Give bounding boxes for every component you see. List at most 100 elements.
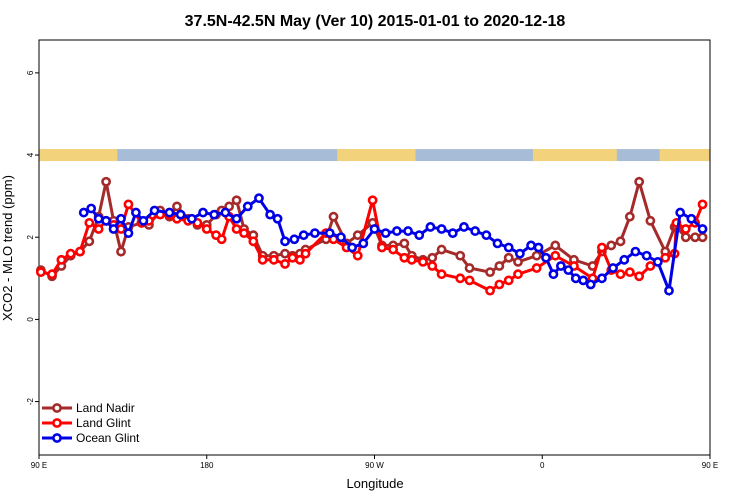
land-glint-point — [464, 275, 475, 286]
land-nadir-point — [494, 261, 505, 271]
ocean-glint-point — [324, 228, 335, 239]
ocean-glint-point — [619, 254, 630, 265]
ocean-glint-point — [403, 226, 413, 236]
ocean-glint-point — [298, 230, 309, 241]
ocean-glint-point — [131, 207, 141, 218]
land-glint-point — [455, 273, 466, 284]
land-glint-point — [248, 236, 259, 247]
land-glint-point — [257, 254, 268, 265]
land-band-segment — [39, 149, 118, 162]
ocean-glint-point — [93, 213, 104, 224]
legend-label-ocean-glint: Ocean Glint — [76, 431, 140, 445]
ocean-glint-point — [149, 205, 160, 216]
land-nadir-point — [436, 244, 447, 255]
land-nadir-point — [606, 240, 617, 251]
land-glint-point — [56, 254, 67, 265]
ocean-glint-point — [309, 228, 320, 239]
x-tick-label: 90 E — [702, 461, 718, 470]
land-nadir-point — [172, 201, 182, 212]
ocean-glint-point — [265, 209, 276, 220]
land-glint-point — [300, 248, 311, 259]
ocean-glint-point — [280, 236, 290, 247]
land-band-segment — [659, 149, 710, 162]
ocean-glint-point — [116, 213, 126, 224]
land-glint-point — [624, 267, 635, 278]
ocean-glint-point — [686, 213, 697, 224]
land-nadir-point — [503, 252, 514, 263]
y-tick-label: 4 — [26, 152, 35, 157]
x-axis-label: Longitude — [346, 476, 403, 491]
ocean-glint-point — [289, 234, 300, 245]
legend-marker-land-glint — [52, 418, 62, 428]
land-glint-point — [65, 248, 76, 259]
land-nadir-point — [513, 256, 523, 267]
land-glint-point — [436, 269, 447, 280]
ocean-glint-point — [570, 273, 581, 284]
land-glint-point — [680, 224, 691, 234]
ocean-glint-point — [533, 242, 544, 253]
land-nadir-point — [464, 263, 475, 273]
ocean-glint-point — [209, 209, 220, 220]
land-nadir-point — [116, 246, 126, 257]
ocean-glint-point — [101, 215, 111, 226]
x-tick-label: 90 E — [31, 461, 47, 470]
land-glint-point — [427, 261, 438, 271]
land-glint-point — [645, 261, 656, 271]
ocean-glint-point — [220, 207, 231, 218]
land-glint-point — [503, 275, 514, 286]
ocean-glint-point — [86, 203, 97, 214]
land-nadir-point — [352, 230, 363, 241]
ocean-glint-point — [336, 232, 346, 243]
land-nadir-point — [485, 267, 495, 278]
land-nadir-point — [455, 250, 466, 261]
ocean-glint-point — [652, 256, 663, 267]
land-glint-point — [367, 195, 378, 206]
land-nadir-point — [231, 195, 242, 206]
land-glint-point — [399, 252, 410, 263]
ocean-glint-point — [380, 228, 391, 239]
land-glint-point — [406, 254, 417, 265]
legend-label-land-glint: Land Glint — [76, 416, 131, 430]
land-glint-point — [239, 228, 249, 239]
land-glint-point — [634, 271, 645, 282]
ocean-glint-point — [414, 230, 425, 241]
land-glint-point — [75, 246, 85, 257]
land-glint-point — [352, 250, 363, 261]
ocean-glint-point — [369, 224, 380, 234]
land-nadir-point — [427, 252, 438, 263]
ocean-glint-point — [175, 209, 186, 220]
land-glint-point — [123, 199, 134, 210]
land-nadir-point — [280, 248, 290, 259]
land-glint-point — [418, 256, 428, 267]
land-glint-point — [216, 234, 227, 245]
land-glint-point — [201, 224, 212, 234]
ocean-glint-point — [585, 279, 596, 290]
land-glint-point — [596, 242, 607, 253]
land-glint-point — [280, 259, 290, 269]
y-tick-label: 6 — [26, 70, 35, 75]
land-glint-point — [377, 242, 387, 253]
y-tick-label: -2 — [26, 397, 35, 405]
ocean-glint-point — [630, 246, 641, 257]
ocean-glint-point — [526, 240, 536, 251]
land-nadir-point — [328, 211, 339, 222]
ocean-glint-point — [108, 224, 119, 234]
ocean-glint-point — [391, 226, 402, 236]
ocean-glint-point — [425, 222, 436, 232]
land-glint-point — [388, 244, 399, 255]
land-glint-point — [295, 254, 305, 265]
land-glint-point — [231, 224, 242, 234]
land-band-segment — [337, 149, 416, 162]
ocean-glint-point — [481, 230, 492, 241]
legend-marker-ocean-glint — [52, 433, 62, 443]
land-glint-point — [84, 217, 95, 228]
land-nadir-point — [550, 240, 561, 251]
ocean-glint-point — [186, 213, 197, 224]
ocean-glint-point — [697, 224, 708, 234]
ocean-glint-point — [436, 224, 447, 234]
land-glint-point — [513, 269, 523, 280]
x-tick-label: 180 — [200, 461, 214, 470]
legend-label-land-nadir: Land Nadir — [76, 401, 135, 415]
ocean-glint-point — [514, 248, 525, 259]
